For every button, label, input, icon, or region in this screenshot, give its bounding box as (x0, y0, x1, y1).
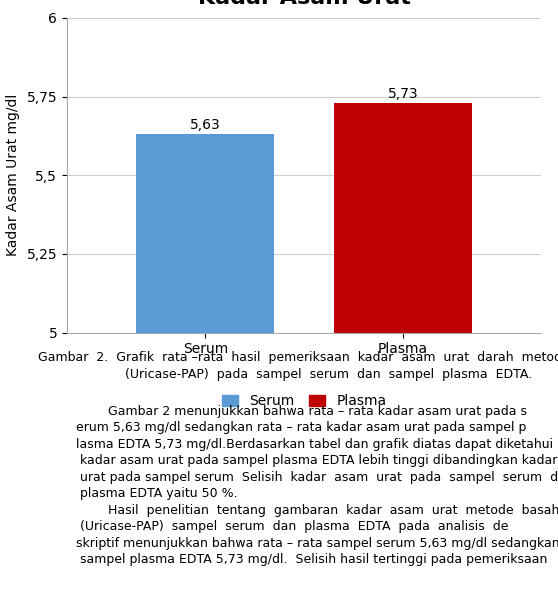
Title: Kadar Asam Urat: Kadar Asam Urat (198, 0, 411, 8)
Text: Gambar  2.  Grafik  rata –rata  hasil  pemeriksaan  kadar  asam  urat  darah  me: Gambar 2. Grafik rata –rata hasil pemeri… (39, 350, 558, 381)
Legend: Serum, Plasma: Serum, Plasma (216, 389, 392, 414)
Text: Gambar 2 menunjukkan bahwa rata – rata kadar asam urat pada s
erum 5,63 mg/dl se: Gambar 2 menunjukkan bahwa rata – rata k… (76, 405, 558, 566)
Bar (136, 134, 275, 596)
Bar (334, 103, 472, 596)
Text: 5,63: 5,63 (190, 119, 220, 132)
Y-axis label: Kadar Asam Urat mg/dl: Kadar Asam Urat mg/dl (6, 94, 20, 256)
Text: 5,73: 5,73 (388, 87, 418, 101)
